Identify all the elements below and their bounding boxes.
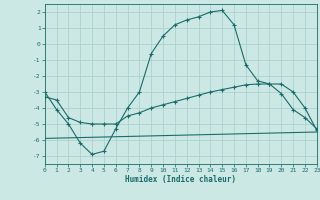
X-axis label: Humidex (Indice chaleur): Humidex (Indice chaleur): [125, 175, 236, 184]
